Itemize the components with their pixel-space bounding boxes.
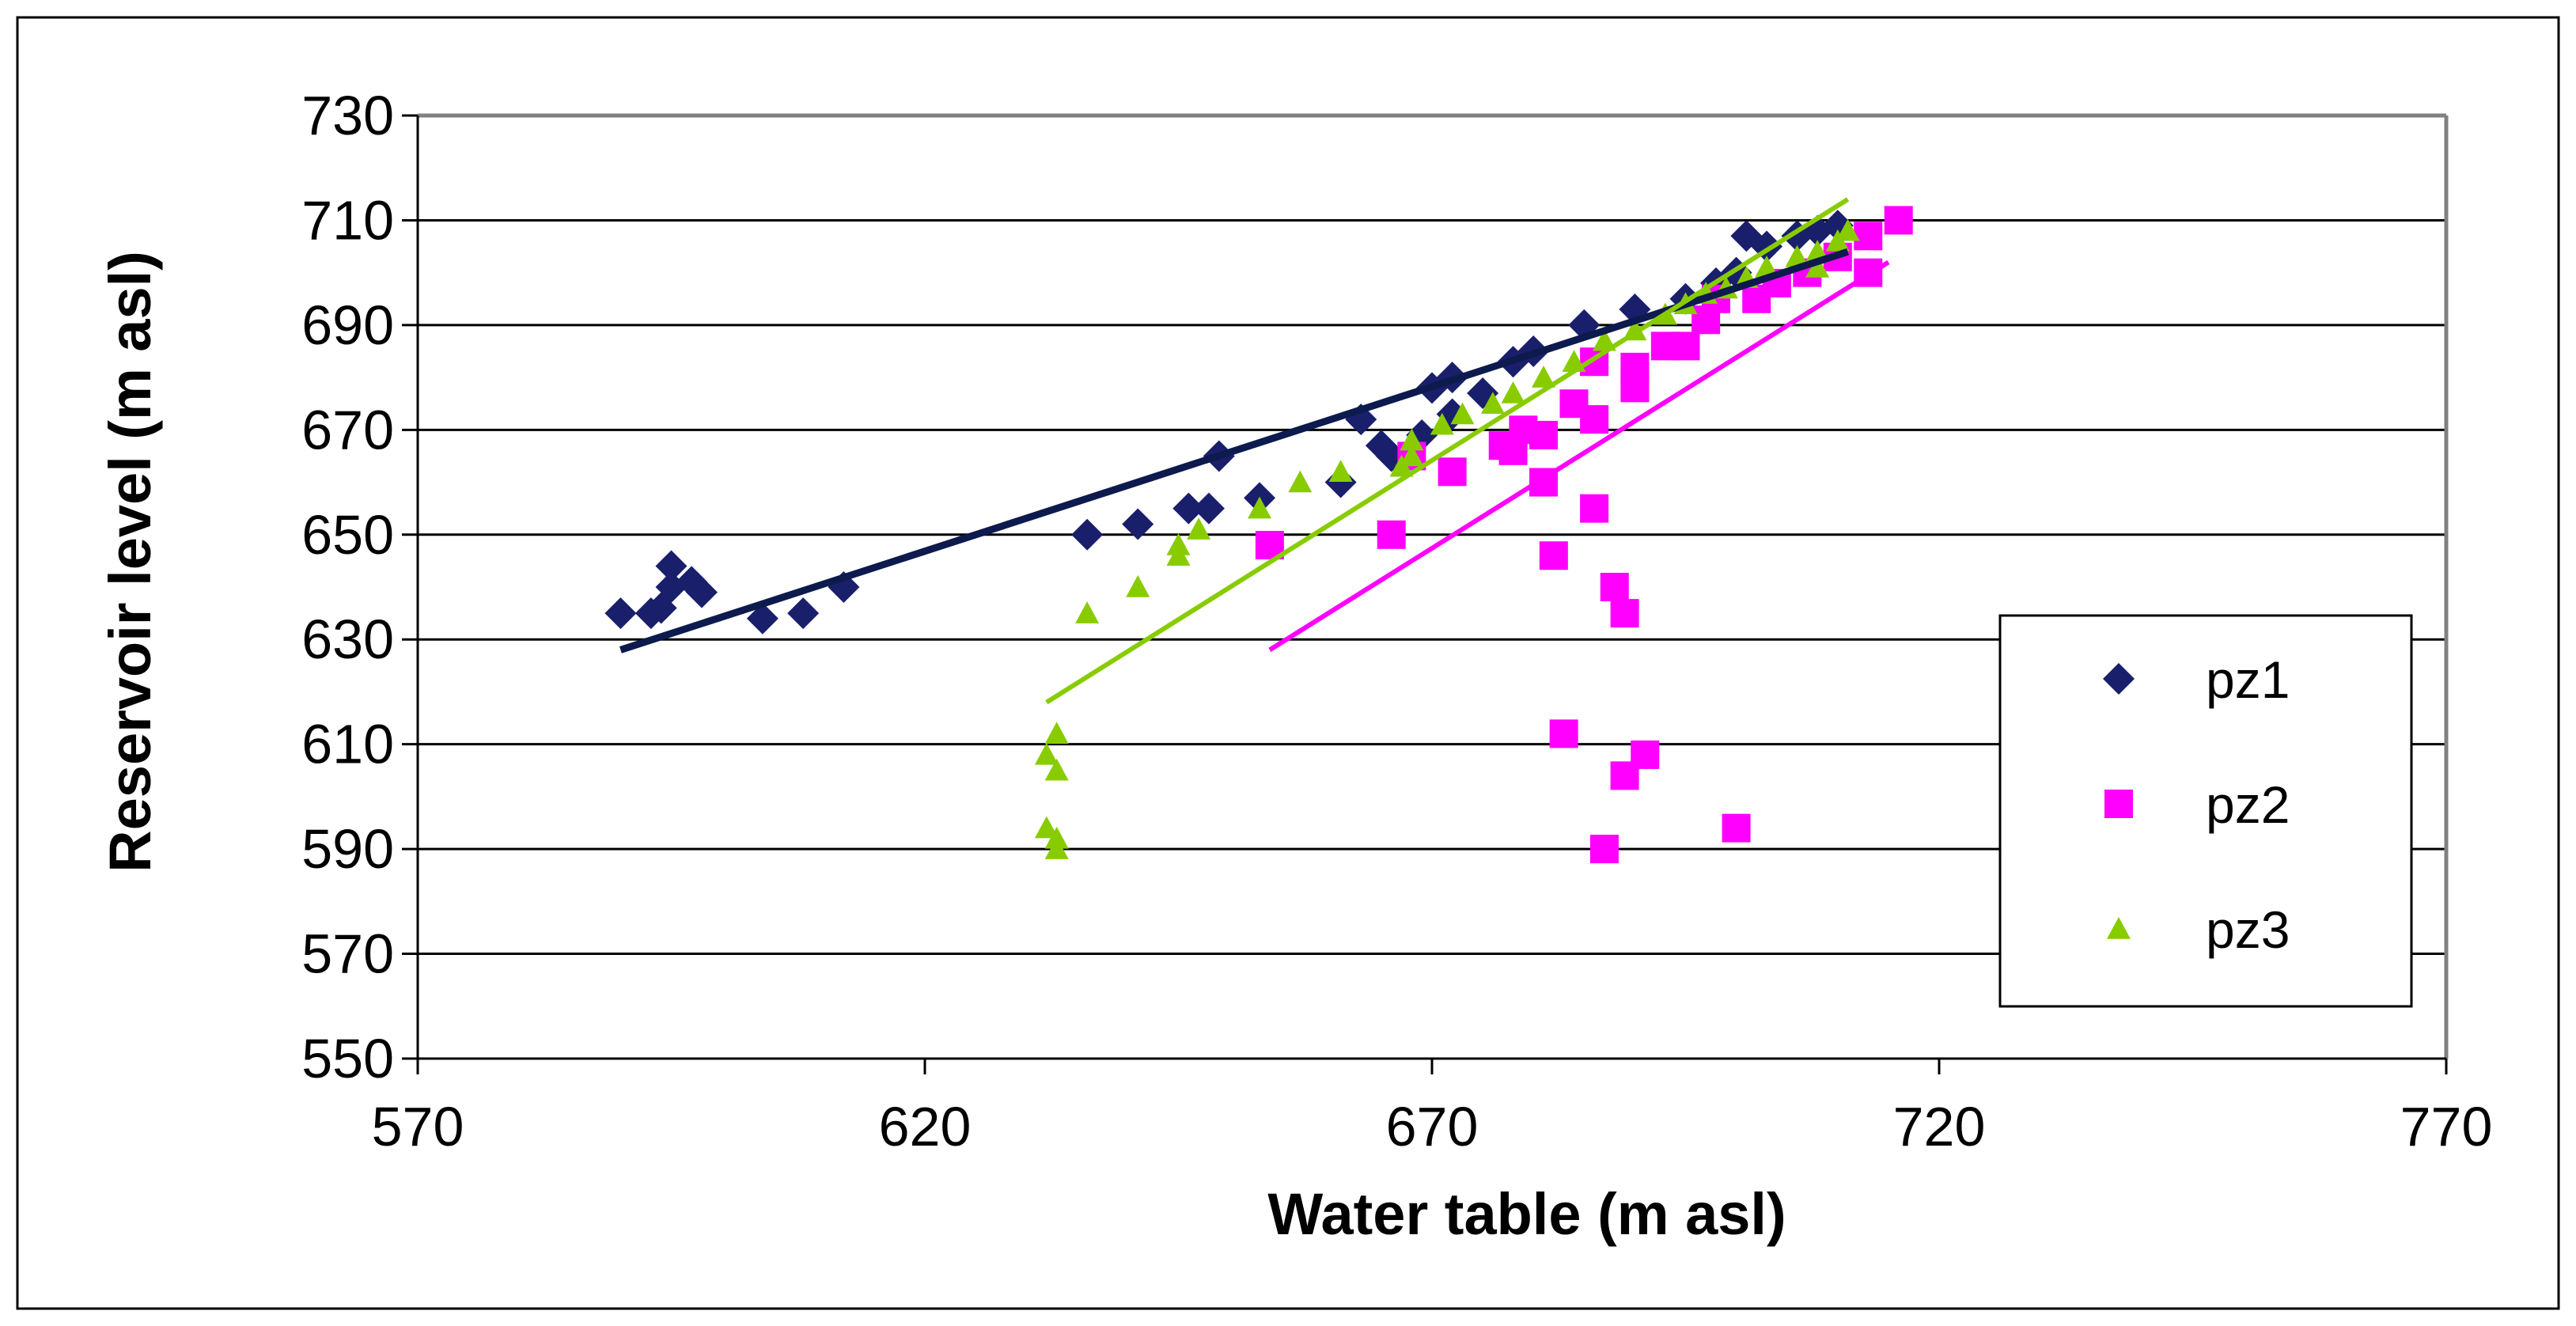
y-tick-label: 710 xyxy=(301,189,394,251)
pz1-point xyxy=(1172,492,1205,525)
pz1-point xyxy=(685,576,718,608)
pz1-point xyxy=(1122,508,1154,540)
pz3-point xyxy=(1075,601,1100,623)
series-pz2 xyxy=(1255,206,1913,864)
pz2-point xyxy=(1884,206,1913,235)
pz2-point xyxy=(1580,405,1609,434)
x-tick-label: 720 xyxy=(1893,1096,1986,1157)
pz2-point xyxy=(1854,222,1883,251)
pz2-point xyxy=(1620,373,1650,403)
pz3-point xyxy=(1400,428,1424,451)
pz3-point xyxy=(1328,460,1353,483)
pz1-point xyxy=(1345,403,1377,436)
legend xyxy=(1998,614,2413,1008)
y-tick-label: 730 xyxy=(301,85,394,146)
legend-label-pz1: pz1 xyxy=(2206,650,2290,709)
pz3-point xyxy=(1480,392,1505,414)
pz2-point xyxy=(1529,420,1559,449)
pz1-point xyxy=(1071,518,1104,551)
pz1-trendline xyxy=(619,248,1850,654)
x-tick-label: 770 xyxy=(2400,1096,2493,1157)
pz3-point xyxy=(1288,470,1313,493)
pz3-point xyxy=(1532,366,1556,388)
pz2-point xyxy=(1610,599,1639,628)
pz3-point xyxy=(1126,575,1150,597)
pz2-point xyxy=(1438,457,1467,487)
x-tick-label: 570 xyxy=(372,1096,464,1157)
pz3-point xyxy=(1450,402,1475,425)
pz1-point xyxy=(746,602,778,635)
y-tick-label: 610 xyxy=(301,714,394,775)
y-tick-label: 690 xyxy=(301,294,394,356)
legend-label-pz2: pz2 xyxy=(2206,775,2290,834)
pz2-point xyxy=(1580,494,1609,523)
x-tick-label: 670 xyxy=(1386,1096,1479,1157)
y-tick-label: 650 xyxy=(301,504,394,566)
pz3-point xyxy=(1248,496,1272,519)
x-tick-label: 620 xyxy=(879,1096,972,1157)
y-tick-label: 670 xyxy=(301,399,394,460)
pz2-point xyxy=(1600,573,1629,601)
pz2-point xyxy=(1722,813,1751,843)
pz3-point xyxy=(1430,412,1454,435)
y-tick-label: 570 xyxy=(301,923,394,985)
x-axis-title: Water table (m asl) xyxy=(1267,1181,1786,1247)
pz2-point xyxy=(1631,740,1660,769)
pz3-point xyxy=(1166,533,1191,555)
pz1-point xyxy=(1192,492,1225,525)
y-axis-title: Reservoir level (m asl) xyxy=(97,251,163,873)
pz2-trendline xyxy=(1268,260,1890,653)
pz1-point xyxy=(604,597,637,630)
pz3-point xyxy=(1034,816,1059,839)
legend-marker-pz2 xyxy=(2104,790,2133,818)
pz3-point xyxy=(1044,722,1069,744)
pz1-point xyxy=(1324,466,1357,498)
pz1-point xyxy=(655,550,688,582)
legend-marker-pz1 xyxy=(2103,663,2135,695)
pz2-point xyxy=(1549,719,1578,748)
pz3-point xyxy=(1835,218,1860,241)
pz1-point xyxy=(787,597,820,630)
legend-marker-pz3 xyxy=(2107,917,2131,939)
pz2-point xyxy=(1377,520,1406,549)
pz3-point xyxy=(1034,742,1059,765)
pz3-point xyxy=(1755,256,1779,278)
pz3-trendline xyxy=(1045,197,1850,705)
y-tick-label: 630 xyxy=(301,608,394,670)
pz3-point xyxy=(1592,328,1616,351)
pz3-point xyxy=(1400,444,1424,467)
pz3-point xyxy=(1044,758,1069,781)
pz3-point xyxy=(1044,837,1069,859)
pz3-point xyxy=(1805,256,1830,278)
pz3-point xyxy=(1501,381,1525,403)
pz3-point xyxy=(1785,244,1809,267)
pz3-point xyxy=(1187,517,1211,540)
pz2-point xyxy=(1539,541,1568,570)
pz2-point xyxy=(1589,835,1619,864)
pz2-point xyxy=(1671,332,1700,361)
y-tick-label: 590 xyxy=(301,818,394,880)
legend-label-pz3: pz3 xyxy=(2206,900,2290,959)
y-tick-label: 550 xyxy=(301,1028,394,1089)
